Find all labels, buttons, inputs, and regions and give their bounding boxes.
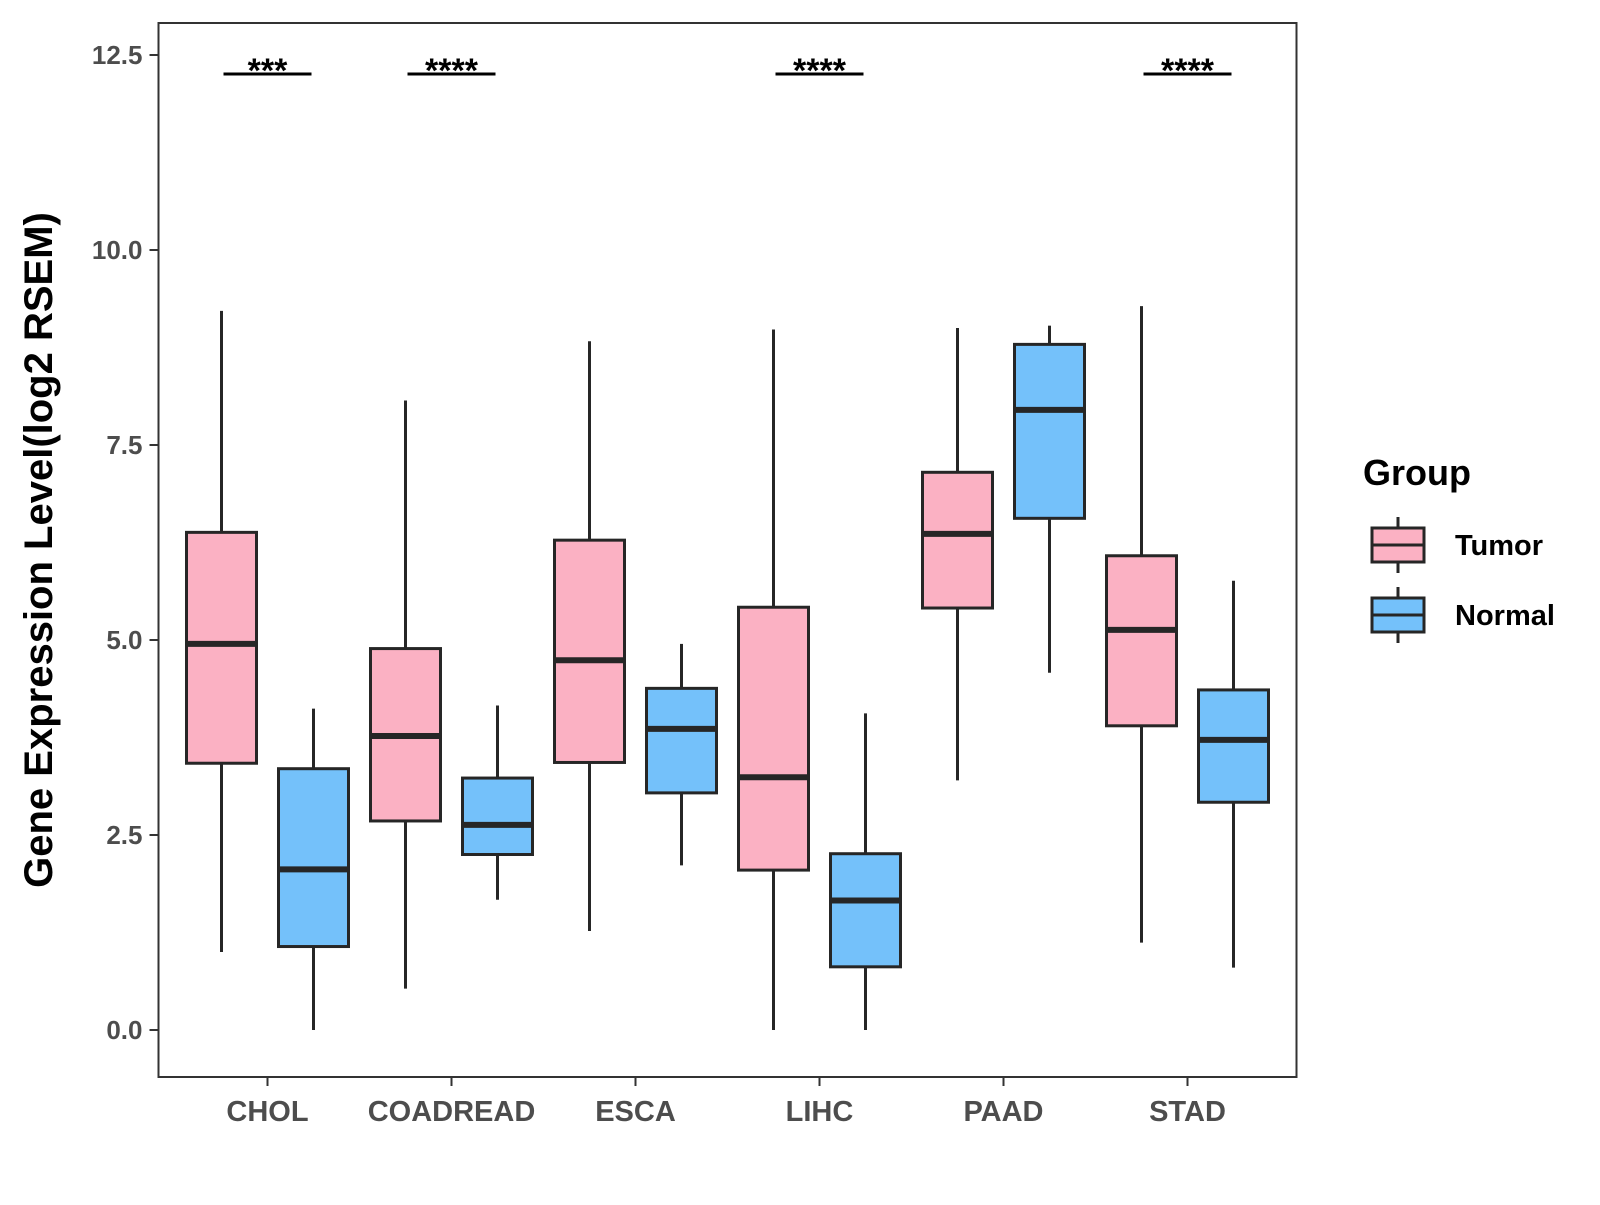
legend-label: Normal: [1455, 600, 1555, 632]
x-axis: CHOL COADREAD ESCA LIHC PAAD STAD: [226, 1077, 1226, 1128]
box-iqr: [1105, 554, 1178, 728]
significance-coadread: ****: [407, 52, 496, 90]
series-normal: [277, 325, 1270, 1030]
box-tumor-lihc: [737, 329, 810, 1030]
box-tumor-esca: [553, 341, 626, 931]
box-normal-coadread: [461, 705, 534, 900]
box-normal-chol: [277, 708, 350, 1030]
box-tumor-chol: [185, 310, 258, 952]
x-tick-label: ESCA: [595, 1096, 676, 1128]
x-tick-label: STAD: [1149, 1096, 1226, 1128]
legend-item-normal: Normal: [1370, 587, 1555, 643]
y-tick-label: 0.0: [106, 1015, 142, 1045]
x-tick-label: PAAD: [963, 1096, 1043, 1128]
significance-annotations: *** **** **** ****: [223, 52, 1232, 90]
box-normal-stad: [1197, 580, 1270, 968]
box-iqr: [1197, 688, 1270, 804]
series-tumor: [185, 306, 1178, 1030]
y-axis-title: Gene Expression Level(log2 RSEM): [17, 212, 61, 888]
legend-title: Group: [1363, 452, 1471, 493]
box-normal-lihc: [829, 713, 902, 1030]
box-iqr: [645, 686, 718, 795]
box-iqr: [921, 470, 994, 610]
significance-label: ****: [425, 52, 479, 90]
legend: Group Tumor Normal: [1363, 452, 1555, 643]
significance-lihc: ****: [775, 52, 864, 90]
box-iqr: [829, 852, 902, 969]
box-iqr: [1013, 342, 1086, 520]
box-iqr: [737, 605, 810, 872]
x-tick-label: CHOL: [226, 1096, 308, 1128]
box-normal-esca: [645, 643, 718, 866]
legend-label: Tumor: [1455, 530, 1543, 562]
y-axis: 0.0 2.5 5.0 7.5 10.0 12.5: [92, 40, 159, 1045]
box-tumor-stad: [1105, 306, 1178, 943]
box-iqr: [185, 530, 258, 765]
significance-label: ****: [793, 52, 847, 90]
box-iqr: [553, 538, 626, 764]
legend-item-tumor: Tumor: [1370, 517, 1543, 573]
y-tick-label: 5.0: [106, 625, 142, 655]
x-tick-label: LIHC: [786, 1096, 854, 1128]
box-iqr: [277, 767, 350, 949]
y-tick-label: 2.5: [106, 820, 142, 850]
significance-label: ****: [1161, 52, 1215, 90]
x-tick-label: COADREAD: [368, 1096, 536, 1128]
box-tumor-paad: [921, 328, 994, 781]
y-tick-label: 10.0: [92, 235, 143, 265]
significance-stad: ****: [1143, 52, 1232, 90]
significance-label: ***: [248, 52, 288, 90]
y-tick-label: 7.5: [106, 430, 142, 460]
box-iqr: [461, 776, 534, 856]
box-tumor-coadread: [369, 400, 442, 989]
y-tick-label: 12.5: [92, 40, 143, 70]
box-series: [185, 306, 1270, 1030]
box-normal-paad: [1013, 325, 1086, 673]
significance-chol: ***: [223, 52, 312, 90]
